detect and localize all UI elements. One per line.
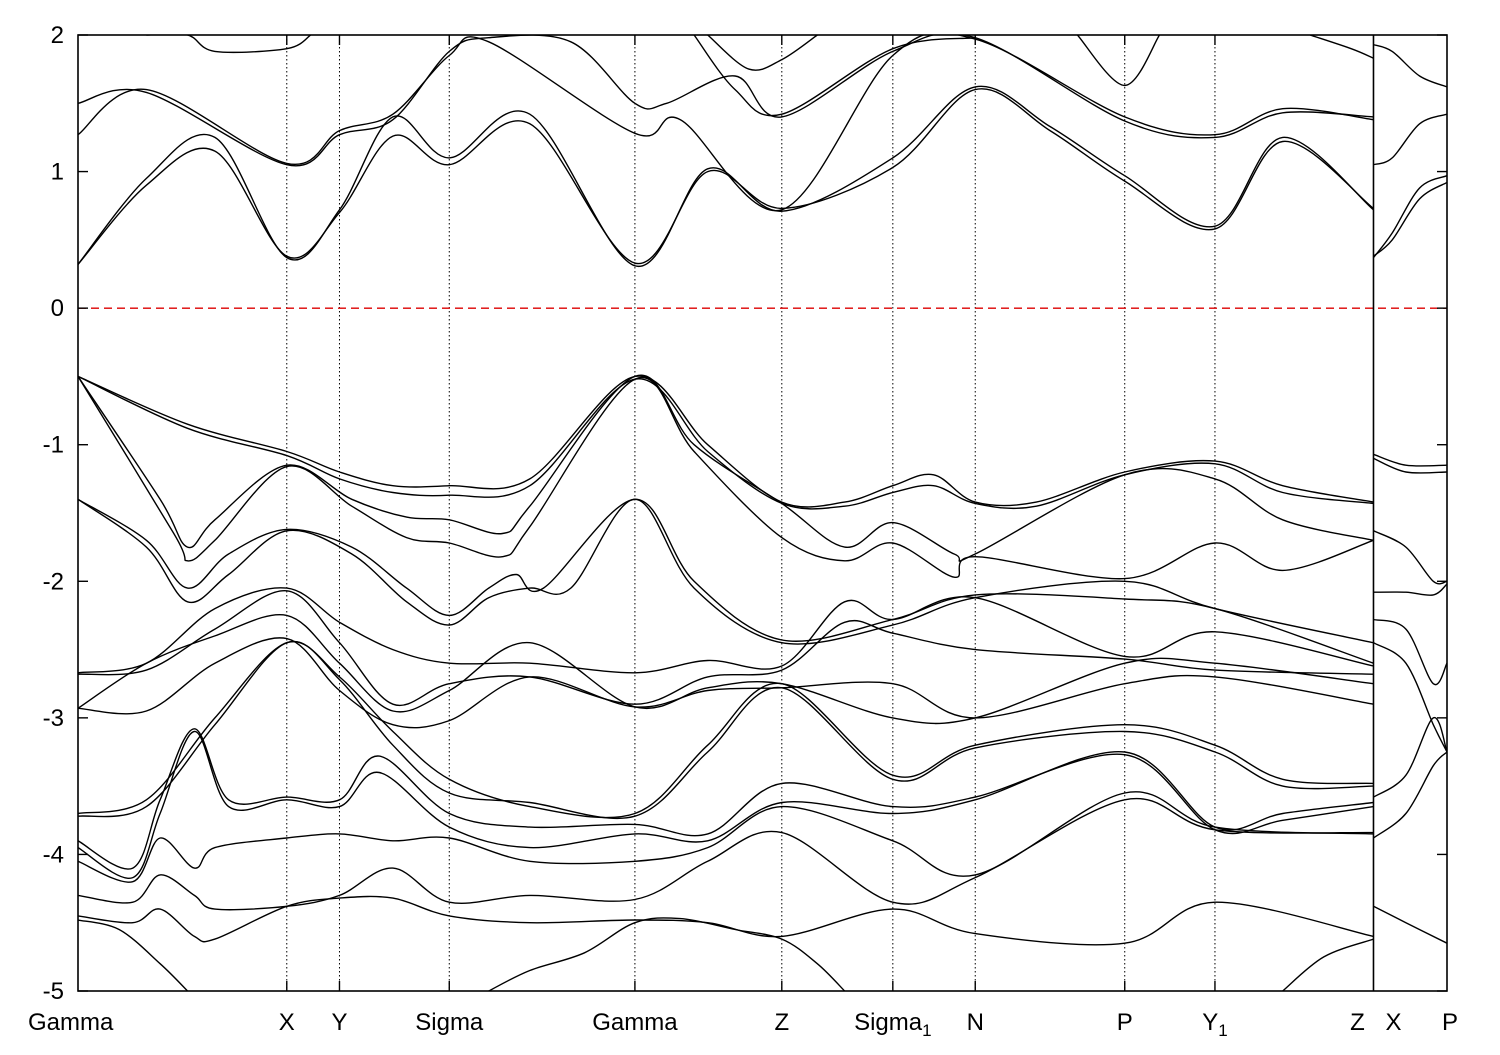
kpoint-label-7-main: N xyxy=(967,1009,984,1036)
y-tick-label-6: 1 xyxy=(51,159,64,186)
kpoint-label-10: Z xyxy=(1350,1009,1365,1036)
band-line-8 xyxy=(1309,35,1374,59)
band-line-19 xyxy=(78,640,1374,819)
band-line-22 xyxy=(78,730,1374,879)
kpoint-label-11-main: P xyxy=(1442,1009,1458,1036)
band-line-1 xyxy=(78,85,1374,267)
band-line-24 xyxy=(78,797,1374,911)
y-tick-label-5: 0 xyxy=(51,295,64,322)
kpoint-label-3: Sigma xyxy=(415,1009,484,1036)
y-tick-label-4: -1 xyxy=(43,432,64,459)
band-line-11 xyxy=(78,374,1374,562)
plot-frame-group xyxy=(77,34,1448,992)
kpoint-label-0-main: Gamma xyxy=(28,1009,114,1036)
bands-group xyxy=(78,35,1447,991)
band-line-12 xyxy=(78,376,1374,580)
y-tick-label-1: -4 xyxy=(43,841,64,868)
kpoint-label-11: P xyxy=(1442,1009,1458,1036)
band-line-25 xyxy=(78,895,1374,946)
kpoint-label-4-main: Gamma xyxy=(592,1009,678,1036)
band-line-41 xyxy=(1373,905,1447,944)
band-line-35 xyxy=(1373,530,1447,585)
kpoint-label-9: Y1 xyxy=(1202,1009,1227,1040)
kpoint-label-6-sub: 1 xyxy=(922,1021,931,1040)
band-line-21 xyxy=(78,728,1374,870)
kpoint-label-9-sub: 1 xyxy=(1218,1021,1227,1040)
kpoint-label-8-main: P xyxy=(1117,1009,1133,1036)
kpoint-label-7: N xyxy=(967,1009,984,1036)
kpoint-label-4: Gamma xyxy=(592,1009,678,1036)
kpoint-label-1: X xyxy=(279,1009,295,1036)
band-line-30 xyxy=(1373,181,1447,257)
kpoint-label-2: Y xyxy=(331,1009,347,1036)
band-line-14 xyxy=(78,498,1374,645)
band-line-26 xyxy=(78,919,189,991)
band-line-2 xyxy=(78,35,1374,212)
band-line-20 xyxy=(78,640,1374,820)
y-tick-label-3: -2 xyxy=(43,568,64,595)
band-line-16 xyxy=(78,590,1374,707)
band-line-13 xyxy=(78,498,1374,664)
kpoint-label-0: Gamma xyxy=(28,1009,114,1036)
band-line-5 xyxy=(693,35,976,117)
band-line-40 xyxy=(1373,751,1447,839)
kpoint-label-3-main: Sigma xyxy=(415,1009,484,1036)
band-line-27 xyxy=(488,917,846,991)
band-line-7 xyxy=(1076,35,1161,87)
band-line-18 xyxy=(78,637,1374,729)
kpoint-break-label-0: X xyxy=(1385,1009,1401,1036)
kpoint-break-label-0-main: X xyxy=(1385,1009,1401,1036)
kpoint-label-9-main: Y xyxy=(1202,1009,1218,1036)
band-line-34 xyxy=(1373,457,1447,474)
band-line-36 xyxy=(1373,583,1447,596)
y-axis-ticks: -5 -4 -3 -2 -1 0 1 2 xyxy=(43,22,1447,1005)
y-tick-label-2: -3 xyxy=(43,705,64,732)
y-tick-label-7: 2 xyxy=(51,22,64,49)
kpoint-label-2-main: Y xyxy=(331,1009,347,1036)
kpoint-label-5: Z xyxy=(774,1009,789,1036)
kpoint-label-6-main: Sigma xyxy=(854,1009,923,1036)
band-line-32 xyxy=(1373,43,1447,88)
kpoint-label-10-main: Z xyxy=(1350,1009,1365,1036)
band-line-3 xyxy=(78,35,1374,167)
band-line-37 xyxy=(1373,618,1447,686)
band-line-4 xyxy=(146,35,312,54)
kpoint-label-8: P xyxy=(1117,1009,1133,1036)
band-line-15 xyxy=(78,587,1374,674)
plot-frame xyxy=(77,34,1448,992)
band-line-31 xyxy=(1373,113,1447,166)
kpoint-label-6: Sigma1 xyxy=(854,1009,932,1040)
y-tick-label-0: -5 xyxy=(43,978,64,1005)
band-line-39 xyxy=(1373,717,1447,798)
band-line-33 xyxy=(1373,453,1447,467)
x-axis-labels: Gamma X Y Sigma Gamma Z Sigma1 N P Y1 Z PX xyxy=(28,35,1458,1040)
kpoint-label-1-main: X xyxy=(279,1009,295,1036)
band-line-38 xyxy=(1373,642,1447,753)
band-line-29 xyxy=(1372,175,1447,259)
band-line-23 xyxy=(78,791,1374,883)
band-line-6 xyxy=(707,35,818,71)
kpoint-label-5-main: Z xyxy=(774,1009,789,1036)
kpath-dividers xyxy=(286,35,1216,991)
band-line-9 xyxy=(78,375,1374,508)
band-line-28 xyxy=(1282,938,1374,991)
band-line-17 xyxy=(78,613,1374,725)
